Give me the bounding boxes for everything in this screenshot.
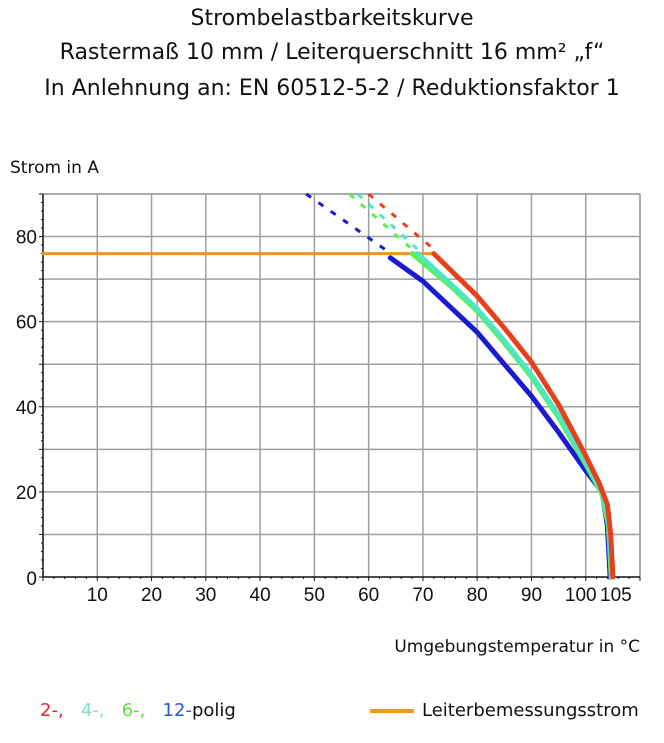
dashed-line-series-2: [367, 192, 435, 251]
legend-poles: 2-, 4-, 6-, 12-polig: [40, 700, 236, 721]
x-tick-label: 105: [600, 585, 632, 606]
legend-rated-current-swatch: [370, 709, 414, 713]
x-tick-label: 10: [87, 585, 108, 606]
y-tick-label: 80: [16, 228, 37, 249]
legend-2pol: 2-,: [40, 700, 64, 721]
legend-12pol: 12-: [162, 700, 192, 721]
dashed-line-series-4: [356, 192, 419, 251]
dashed-line-series-6: [348, 192, 414, 251]
legend-4pol: 4-,: [80, 700, 105, 721]
x-tick-label: 60: [358, 585, 379, 606]
chart-title: Strombelastbarkeitskurve: [190, 6, 474, 31]
chart-subtitle-2: In Anlehnung an: EN 60512-5-2 / Reduktio…: [44, 76, 620, 101]
x-tick-label: 30: [195, 585, 216, 606]
x-tick-label: 90: [521, 585, 542, 606]
y-tick-label: 40: [16, 398, 37, 419]
y-tick-label: 20: [16, 483, 37, 504]
y-tick-label: 60: [16, 313, 37, 334]
x-tick-label: 50: [304, 585, 325, 606]
legend-poles-suffix: polig: [191, 700, 236, 721]
x-tick-label: 70: [412, 585, 433, 606]
x-tick-label: 80: [467, 585, 488, 606]
x-axis-label: Umgebungstemperatur in °C: [394, 637, 640, 657]
x-tick-label: 40: [250, 585, 271, 606]
legend-rated-current-label: Leiterbemessungsstrom: [422, 700, 639, 721]
x-tick-label: 100: [565, 585, 597, 606]
dashed-line-series-12: [305, 192, 386, 251]
legend-rated-current: Leiterbemessungsstrom: [370, 700, 639, 721]
x-tick-label: 20: [141, 585, 162, 606]
y-tick-label: 0: [26, 569, 37, 590]
chart-subtitle: Rastermaß 10 mm / Leiterquerschnitt 16 m…: [59, 40, 605, 65]
legend-6pol: 6-,: [121, 700, 146, 721]
line-series-2: [431, 251, 616, 580]
y-axis-label: Strom in A: [10, 158, 99, 178]
